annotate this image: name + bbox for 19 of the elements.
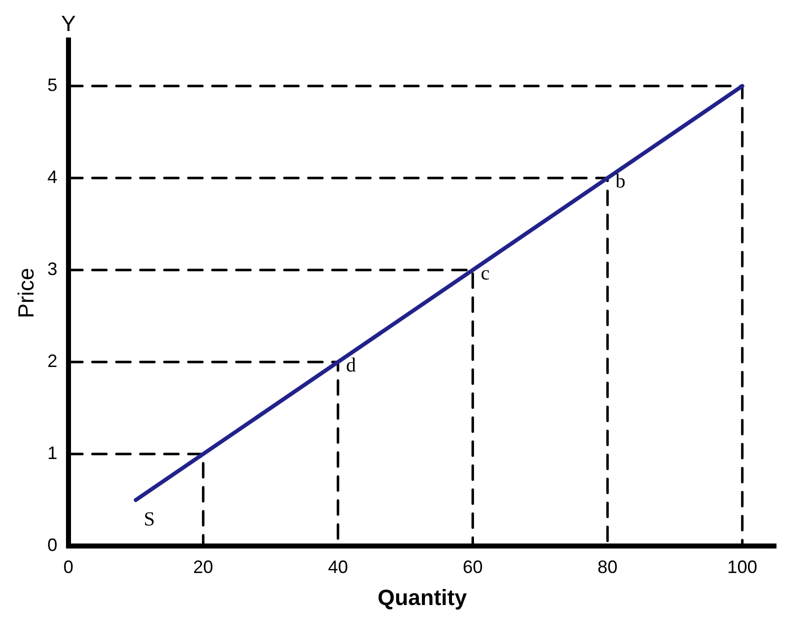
x-tick-label: 0 [63,556,74,577]
y-axis-title: Price [13,268,38,318]
x-tick-label: 80 [598,556,618,577]
y-tick-label: 3 [47,258,58,279]
y-tick-label: 2 [47,350,58,371]
annotation: d [346,354,356,376]
y-tick-label: 4 [47,166,58,187]
y-tick-label: 1 [47,442,58,463]
x-tick-label: 100 [727,556,758,577]
x-axis-title: Quantity [378,584,468,610]
y-tick-label: 5 [47,74,58,95]
text: Y [61,11,76,36]
x-tick-label: 40 [328,556,348,577]
annotation: c [480,262,490,284]
annotation: b [616,170,626,192]
x-tick-label: 20 [193,556,214,577]
annotation: S [144,508,155,530]
x-tick-label: 60 [462,556,483,577]
y-tick-label: 0 [47,534,58,555]
